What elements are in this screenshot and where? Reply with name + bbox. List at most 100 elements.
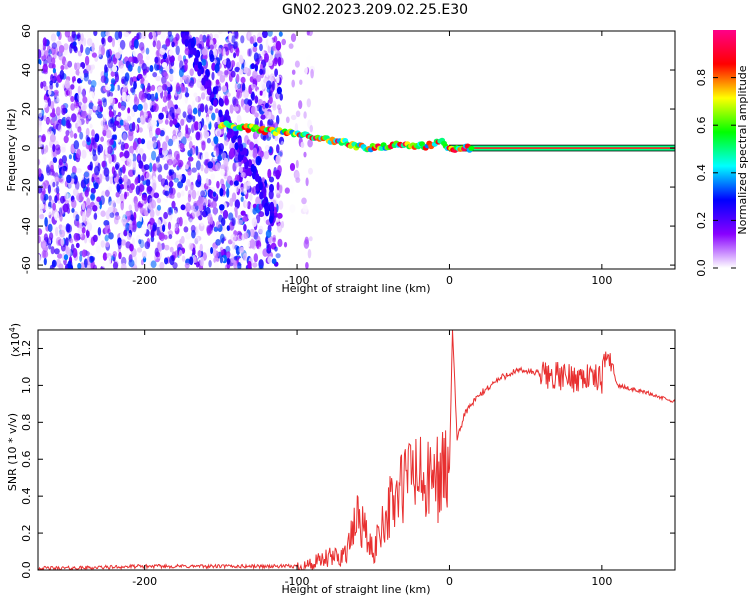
spectrogram-y-tick-label: -60 — [20, 256, 33, 274]
spectrogram-cell — [159, 130, 165, 137]
spectrogram-cell — [234, 66, 240, 73]
spectrogram-cell — [114, 31, 120, 41]
spectrogram-cell — [254, 112, 259, 118]
spectrogram-cell — [155, 75, 161, 82]
spectrogram-cell — [101, 262, 107, 268]
snr-background — [38, 330, 675, 570]
spectrogram-cell — [208, 260, 212, 268]
spectrogram-cell — [243, 224, 247, 232]
spectrogram-cell — [167, 207, 172, 216]
spectrogram-cell — [74, 180, 80, 191]
spectrogram-cell — [229, 45, 234, 54]
spectrogram-cell — [288, 261, 294, 269]
spectrogram-cell — [70, 84, 75, 90]
spectrogram-cell — [243, 66, 249, 74]
spectrogram-cell — [93, 142, 98, 148]
spectrogram-cell — [271, 258, 277, 265]
spectrogram-cell — [267, 118, 274, 126]
spectrogram-cell — [53, 99, 59, 104]
spectrogram-cell — [101, 37, 105, 45]
spectrogram-cell — [204, 151, 209, 160]
spectrogram-cell — [133, 96, 140, 106]
spectrogram-streak-cell — [219, 98, 224, 107]
spectrogram-cell — [223, 157, 229, 167]
spectrogram-cell — [115, 52, 121, 59]
spectrogram-cell — [159, 134, 163, 141]
spectrogram-cell — [60, 237, 65, 247]
spectrogram-cell — [183, 226, 189, 233]
spectrogram-cell — [276, 144, 280, 154]
spectrogram-cell — [200, 190, 206, 198]
spectrogram-cell — [209, 216, 214, 225]
spectrogram-cell — [131, 76, 138, 83]
spectrogram-cell — [176, 192, 181, 199]
spectrogram-cell — [77, 262, 82, 269]
spectrogram-cell — [249, 228, 255, 238]
spectrogram-cell — [100, 45, 105, 56]
spectrogram-streak-cell — [192, 47, 197, 56]
spectrogram-cell — [277, 238, 283, 248]
spectrogram-cell — [229, 104, 234, 114]
spectrogram-cell — [156, 40, 162, 51]
spectrogram-cell — [275, 154, 281, 165]
spectrogram-cell — [232, 87, 236, 96]
spectrogram-cell — [100, 240, 106, 248]
spectrogram-cell — [78, 71, 85, 81]
spectrogram-cell — [75, 214, 80, 222]
spectrogram-cell — [219, 75, 226, 83]
spectrogram-cell — [250, 105, 256, 115]
spectrogram-cell — [42, 63, 48, 73]
spectrogram-cell — [122, 164, 126, 174]
spectrogram-cell — [63, 43, 69, 51]
spectrogram-cell — [154, 247, 159, 257]
spectrogram-cell — [133, 38, 139, 49]
spectrogram-cell — [220, 178, 225, 186]
spectrogram-cell — [117, 111, 122, 117]
spectrogram-streak-cell — [201, 77, 206, 86]
spectrogram-cell — [103, 111, 108, 119]
spectrogram-cell — [57, 253, 63, 259]
spectrogram-cell — [130, 108, 135, 117]
spectrogram-cell — [164, 197, 169, 203]
spectrogram-cell — [108, 255, 112, 264]
spectrogram-cell — [77, 92, 83, 102]
spectrogram-cell — [43, 115, 47, 122]
spectrogram-cell — [198, 215, 203, 221]
spectrogram-cell — [53, 71, 57, 81]
spectrogram-streak-cell — [258, 182, 263, 190]
spectrogram-cell — [122, 132, 127, 142]
spectrogram-cell — [163, 163, 169, 171]
spectrogram-cell — [138, 148, 144, 155]
spectrogram-cell — [142, 153, 147, 162]
spectrogram-cell — [41, 133, 46, 142]
spectrogram-cell — [103, 220, 110, 227]
spectrogram-cell — [211, 200, 217, 209]
spectrogram-cell — [212, 191, 217, 197]
spectrogram-cell — [132, 160, 137, 171]
spectrogram-cell — [197, 250, 202, 258]
spectrogram-cell — [120, 141, 125, 151]
spectrogram-cell — [258, 203, 264, 211]
spectrogram-cell — [169, 73, 174, 81]
spectrogram-cell — [85, 229, 90, 239]
spectrogram-cell — [79, 254, 83, 262]
spectrogram-cell — [263, 150, 270, 160]
spectrogram-cell — [258, 211, 265, 218]
spectrogram-cell — [194, 236, 200, 246]
spectrogram-cell — [118, 251, 122, 260]
spectrogram-cell — [228, 32, 232, 42]
spectrogram-cell — [166, 86, 173, 93]
spectrogram-cell — [71, 31, 76, 39]
spectrogram-cell — [266, 80, 272, 90]
spectrogram-cell — [143, 102, 148, 111]
snr-y-tick-label: 0.8 — [20, 414, 33, 432]
spectrogram-cell — [66, 224, 73, 233]
spectrogram-cell — [52, 170, 56, 177]
spectrogram-cell — [142, 70, 147, 76]
spectrogram-cell — [100, 210, 106, 217]
spectrogram-cell — [185, 232, 191, 240]
spectrogram-cell — [71, 166, 78, 174]
spectrogram-cell — [159, 48, 166, 55]
spectrogram-cell — [306, 55, 312, 65]
